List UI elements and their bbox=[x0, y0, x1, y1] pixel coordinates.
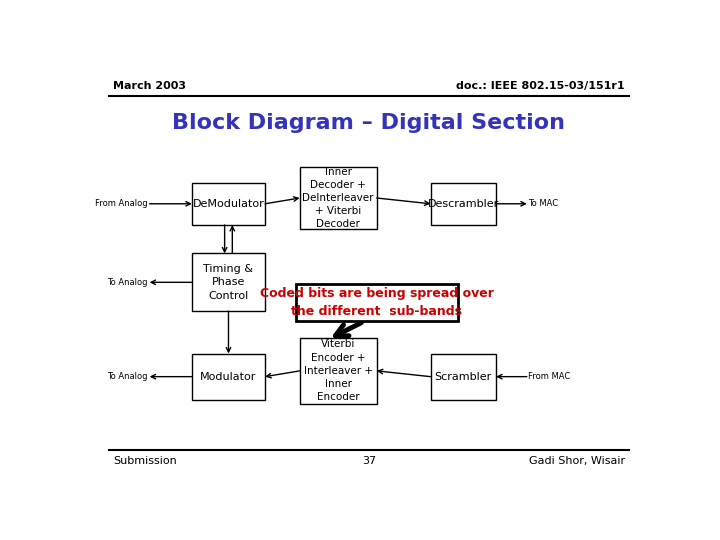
Text: To MAC: To MAC bbox=[528, 199, 559, 208]
Text: Descrambler: Descrambler bbox=[428, 199, 499, 209]
Text: Inner
Decoder +
DeInterleaver
+ Viterbi
Decoder: Inner Decoder + DeInterleaver + Viterbi … bbox=[302, 167, 374, 229]
Bar bbox=[296, 284, 457, 321]
Text: Coded bits are being spread over
the different  sub-bands: Coded bits are being spread over the dif… bbox=[260, 287, 494, 318]
Text: Block Diagram – Digital Section: Block Diagram – Digital Section bbox=[173, 112, 565, 132]
Text: To Analog: To Analog bbox=[107, 278, 148, 287]
Text: Submission: Submission bbox=[113, 456, 177, 467]
Bar bbox=[300, 167, 377, 229]
Text: To Analog: To Analog bbox=[107, 372, 148, 381]
Bar bbox=[192, 354, 265, 400]
Text: Gadi Shor, Wisair: Gadi Shor, Wisair bbox=[528, 456, 625, 467]
Text: 37: 37 bbox=[362, 456, 376, 467]
Bar bbox=[192, 253, 265, 311]
Bar bbox=[431, 183, 496, 225]
Text: Scrambler: Scrambler bbox=[435, 372, 492, 382]
Bar bbox=[300, 338, 377, 403]
Text: March 2003: March 2003 bbox=[113, 82, 186, 91]
Text: DeModulator: DeModulator bbox=[193, 199, 264, 209]
Text: Timing &
Phase
Control: Timing & Phase Control bbox=[204, 264, 253, 301]
Text: Modulator: Modulator bbox=[200, 372, 256, 382]
Text: From Analog: From Analog bbox=[95, 199, 148, 208]
Text: doc.: IEEE 802.15-03/151r1: doc.: IEEE 802.15-03/151r1 bbox=[456, 82, 625, 91]
Text: Viterbi
Encoder +
Interleaver +
Inner
Encoder: Viterbi Encoder + Interleaver + Inner En… bbox=[304, 340, 373, 402]
Text: From MAC: From MAC bbox=[528, 372, 571, 381]
Bar bbox=[192, 183, 265, 225]
Bar bbox=[431, 354, 496, 400]
